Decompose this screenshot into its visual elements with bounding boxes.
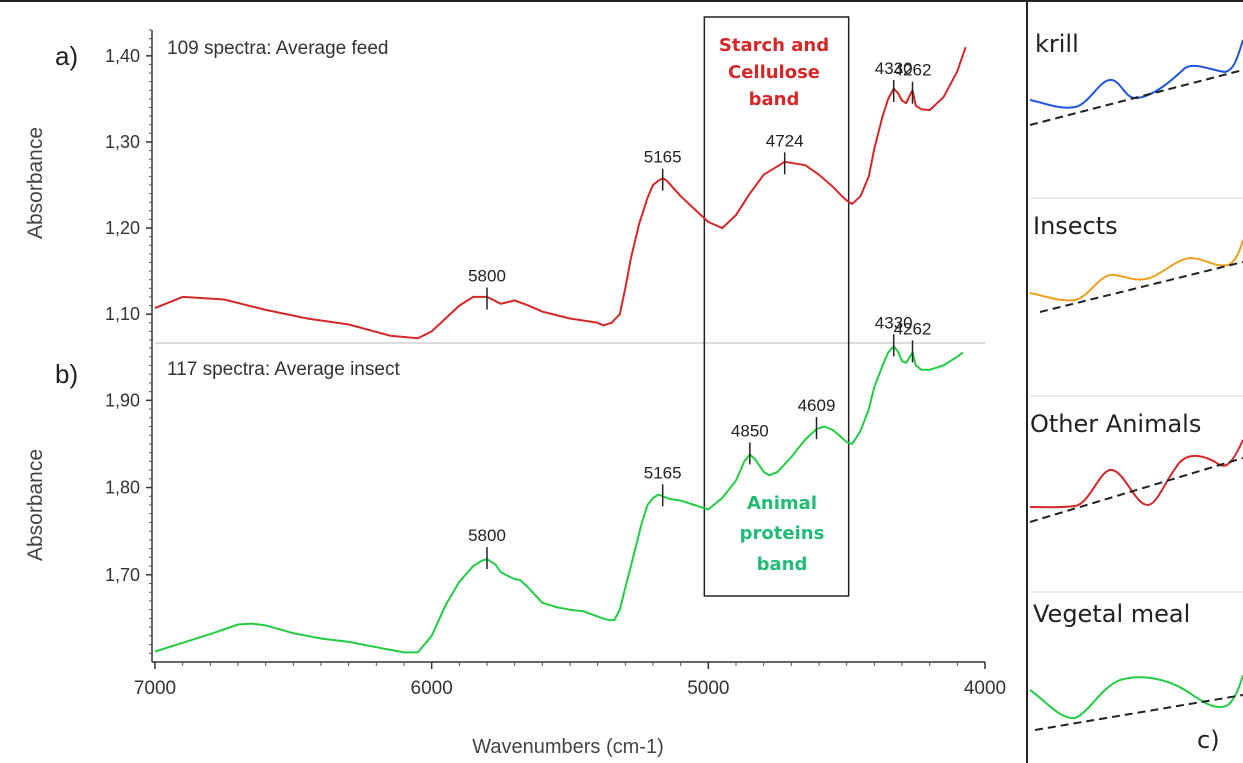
x-tick-label: 5000 <box>687 678 729 699</box>
y-tick-label: 1,40 <box>105 46 140 66</box>
panel-label-c: c) <box>1197 726 1220 754</box>
peak-label: 4724 <box>766 131 804 150</box>
starch-cellulose-band-label: Starch and Cellulose band <box>719 35 829 110</box>
peak-annotations: 5800516547244330426258005165485046094330… <box>468 59 932 570</box>
inset-curve-vegetal-meal <box>1029 674 1243 720</box>
band-top-line-2: Cellulose <box>728 62 820 83</box>
band-bottom-line-1: Animal <box>747 493 817 514</box>
peak-label: 4850 <box>731 421 769 440</box>
y-axis-label-a: Absorbance <box>24 127 47 239</box>
spectra-series <box>154 46 967 654</box>
y-tick-label: 1,80 <box>105 478 140 498</box>
band-top-line-1: Starch and <box>719 35 829 56</box>
inset-label-krill: krill <box>1035 30 1079 58</box>
panel-c-insets: krill Insects Other Animals Vegetal meal… <box>1029 30 1243 754</box>
band-bottom-line-3: band <box>757 554 808 575</box>
band-bottom-line-2: proteins <box>740 523 825 544</box>
y-tick-label: 1,10 <box>105 304 140 324</box>
inset-baseline-insects <box>1039 261 1243 313</box>
inset-baseline-vegetal-meal <box>1034 694 1243 731</box>
x-axis-label: Wavenumbers (cm-1) <box>472 736 664 758</box>
peak-label: 5165 <box>644 148 682 167</box>
inset-curve-insects <box>1029 239 1243 302</box>
animal-proteins-band-label: Animal proteins band <box>740 493 825 575</box>
y-tick-label: 1,70 <box>105 565 140 585</box>
axis-tick-labels: 1,10 1,20 1,30 1,40 1,70 1,80 1,90 7000 6000 5000… <box>105 46 1006 699</box>
x-tick-label: 6000 <box>411 678 453 699</box>
peak-label: 5800 <box>468 526 506 545</box>
inset-baseline-krill <box>1029 69 1243 126</box>
spectrum-line-average-feed <box>154 46 967 340</box>
peak-label: 5800 <box>468 267 506 286</box>
annotation-average-feed: 109 spectra: Average feed <box>167 38 388 59</box>
band-top-line-3: band <box>749 89 800 110</box>
x-tick-label: 7000 <box>134 678 176 699</box>
x-tick-label: 4000 <box>964 678 1006 699</box>
peak-label: 4330 <box>875 313 913 332</box>
peak-label: 4609 <box>798 396 836 415</box>
y-axis-label-b: Absorbance <box>24 449 47 561</box>
inset-baseline-other-animals <box>1029 457 1243 523</box>
spectrum-line-average-insect <box>154 345 964 654</box>
inset-label-other-animals: Other Animals <box>1030 410 1201 438</box>
peak-label: 5165 <box>644 463 682 482</box>
y-tick-label: 1,90 <box>105 390 140 410</box>
peak-label: 4262 <box>894 61 932 80</box>
band-highlight-box <box>703 16 850 597</box>
axis-ticks <box>146 29 986 669</box>
peak-label: 4330 <box>875 59 913 78</box>
inset-label-vegetal-meal: Vegetal meal <box>1033 600 1190 628</box>
peak-label: 4262 <box>894 319 932 338</box>
annotation-average-insect: 117 spectra: Average insect <box>167 359 400 380</box>
y-tick-label: 1,20 <box>105 218 140 238</box>
panel-label-b: b) <box>55 359 78 389</box>
panel-label-a: a) <box>55 41 78 71</box>
inset-curve-other-animals <box>1029 439 1243 509</box>
y-tick-label: 1,30 <box>105 132 140 152</box>
inset-label-insects: Insects <box>1033 212 1118 240</box>
